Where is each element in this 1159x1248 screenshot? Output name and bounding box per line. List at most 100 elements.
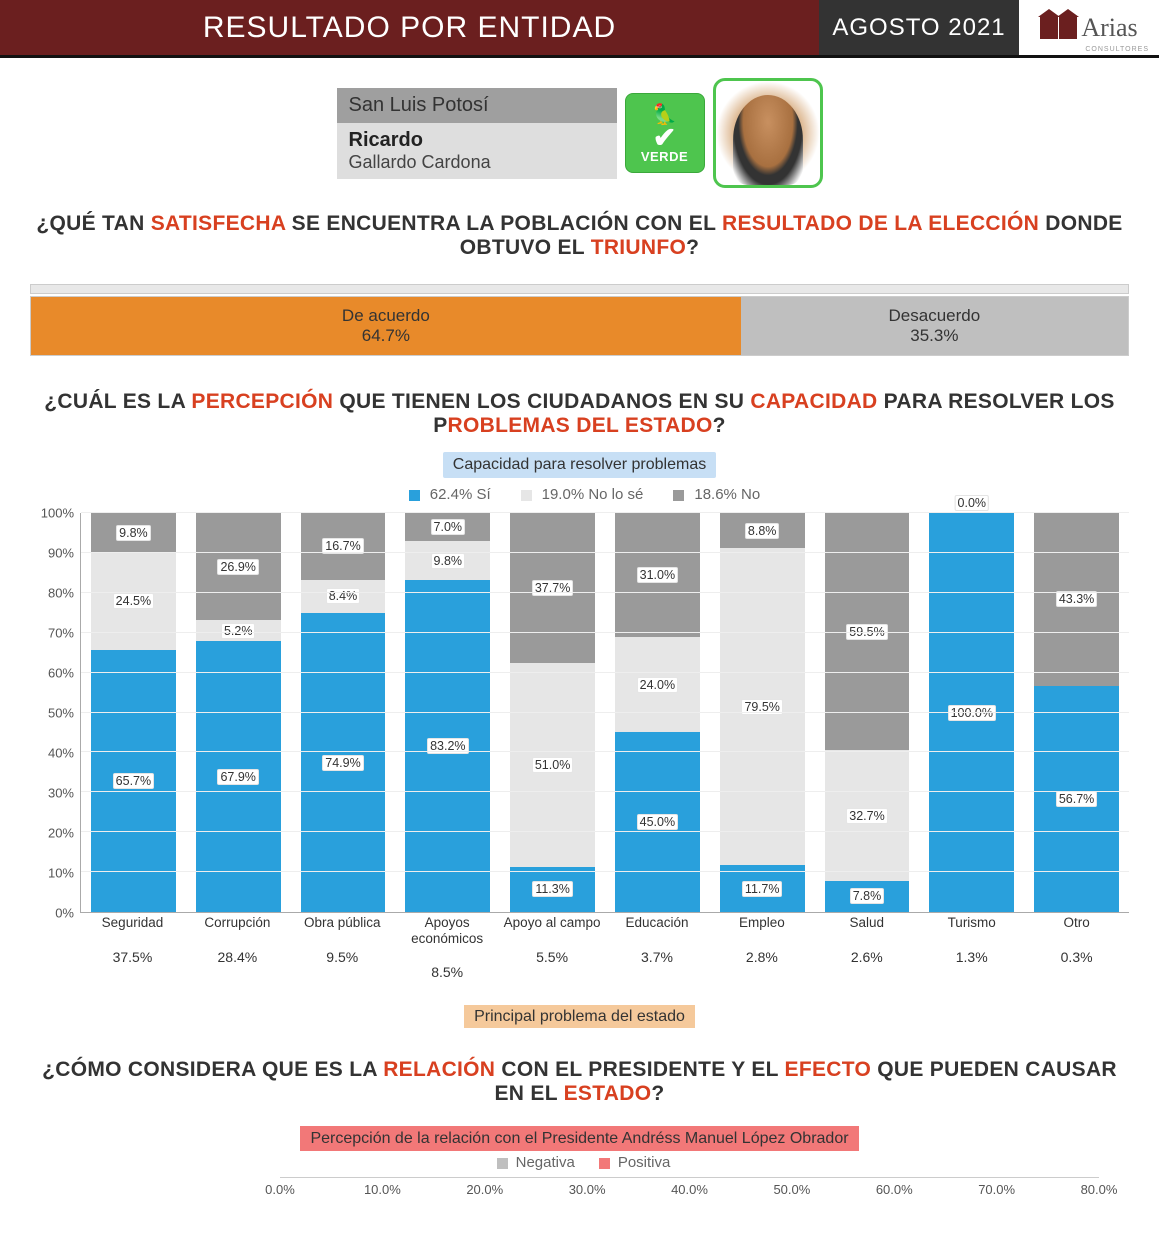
bar-segment: 100.0%: [929, 513, 1014, 912]
header-bar: RESULTADO POR ENTIDAD AGOSTO 2021 Arias …: [0, 0, 1159, 58]
header-title: RESULTADO POR ENTIDAD: [203, 11, 616, 45]
bar-column: 67.9%5.2%26.9%: [186, 513, 291, 912]
header-date: AGOSTO 2021: [832, 14, 1005, 42]
y-tick: 20%: [48, 826, 74, 841]
bar-segment: 7.0%: [405, 513, 490, 541]
segment-label: 26.9%: [217, 559, 258, 575]
brand-logo: Arias CONSULTORES: [1019, 0, 1159, 55]
bar-segment: 37.7%: [510, 513, 595, 663]
segment-label: 45.0%: [637, 814, 678, 830]
y-tick: 80%: [48, 586, 74, 601]
y-tick: 50%: [48, 706, 74, 721]
legend-item: Positiva: [591, 1154, 671, 1171]
relation-section: Percepción de la relación con el Preside…: [30, 1130, 1129, 1207]
bar-segment: 56.7%: [1034, 686, 1119, 912]
brand-name: Arias: [1081, 13, 1137, 43]
y-tick: 10%: [48, 866, 74, 881]
check-icon: ✔: [653, 127, 676, 149]
x-label: Apoyo al campo5.5%: [500, 915, 605, 980]
x-label: Empleo2.8%: [709, 915, 814, 980]
bar-column: 56.7%0.0%43.3%: [1024, 513, 1129, 912]
satisfaction-disagree: Desacuerdo35.3%: [741, 297, 1128, 355]
segment-label: 9.8%: [431, 553, 466, 569]
bar-segment: 79.5%: [720, 548, 805, 865]
segment-label: 24.0%: [637, 677, 678, 693]
relation-title: Percepción de la relación con el Preside…: [300, 1126, 858, 1151]
bar-segment: 83.2%: [405, 580, 490, 912]
segment-label: 56.7%: [1056, 791, 1097, 807]
y-tick: 30%: [48, 786, 74, 801]
x-label: Seguridad37.5%: [80, 915, 185, 980]
x-label: Educación3.7%: [605, 915, 710, 980]
bar-segment: 9.8%: [405, 541, 490, 580]
logo-arrows-icon: [1040, 17, 1077, 39]
x-label: Salud2.6%: [814, 915, 919, 980]
x-label: Obra pública9.5%: [290, 915, 395, 980]
segment-label: 9.8%: [116, 525, 151, 541]
x-label: Corrupción28.4%: [185, 915, 290, 980]
segment-label: 65.7%: [113, 773, 154, 789]
satisfaction-agree: De acuerdo64.7%: [31, 297, 741, 355]
segment-label: 43.3%: [1056, 591, 1097, 607]
x-tick: 60.0%: [876, 1182, 913, 1197]
bar-segment: 26.9%: [196, 513, 281, 620]
bar-segment: 16.7%: [301, 513, 386, 580]
bar-segment: 11.7%: [720, 865, 805, 912]
legend-item: Negativa: [489, 1154, 575, 1171]
capacity-section: Capacidad para resolver problemas 62.4% …: [30, 452, 1129, 1026]
segment-label: 51.0%: [532, 757, 573, 773]
bar-segment: 45.0%: [615, 732, 700, 912]
y-tick: 60%: [48, 666, 74, 681]
bar-segment: 8.4%: [301, 580, 386, 614]
question-2: ¿CUÁL ES LA PERCEPCIÓN QUE TIENEN LOS CI…: [0, 376, 1159, 452]
capacity-chart: 0%10%20%30%40%50%60%70%80%90%100% 65.7%2…: [80, 513, 1129, 953]
bar-segment: 31.0%: [615, 513, 700, 637]
x-tick: 10.0%: [364, 1182, 401, 1197]
bar-column: 45.0% 24.0% 31.0%: [605, 513, 710, 912]
segment-label: 0.0%: [955, 495, 990, 511]
segment-label: 37.7%: [532, 580, 573, 596]
segment-label: 74.9%: [322, 755, 363, 771]
x-tick: 30.0%: [569, 1182, 606, 1197]
segment-label: 11.7%: [742, 881, 783, 897]
profile-row: San Luis Potosí Ricardo Gallardo Cardona…: [0, 58, 1159, 198]
x-tick: 20.0%: [466, 1182, 503, 1197]
bar-segment: 43.3%: [1034, 513, 1119, 686]
bar-column: 11.7% 79.5% 8.8%: [710, 513, 815, 912]
bar-column: 74.9% 8.4%16.7%: [291, 513, 396, 912]
y-tick: 100%: [41, 506, 74, 521]
bar-segment: 74.9%: [301, 613, 386, 912]
x-label: Otro0.3%: [1024, 915, 1129, 980]
bar-segment: 51.0%: [510, 663, 595, 866]
profile-info: San Luis Potosí Ricardo Gallardo Cardona: [337, 88, 617, 179]
bar-column: 100.0%0.0%0.0%: [919, 513, 1024, 912]
satisfaction-chart: De acuerdo64.7%Desacuerdo35.3%: [30, 284, 1129, 356]
segment-label: 100.0%: [948, 705, 996, 721]
bar-column: 11.3% 51.0% 37.7%: [500, 513, 605, 912]
bar-column: 7.8%32.7%59.5%: [815, 513, 920, 912]
x-tick: 80.0%: [1081, 1182, 1118, 1197]
portrait-photo: [713, 78, 823, 188]
bar-segment: 8.8%: [720, 513, 805, 548]
x-tick: 40.0%: [671, 1182, 708, 1197]
segment-label: 24.5%: [113, 593, 154, 609]
y-tick: 40%: [48, 746, 74, 761]
legend-item: 19.0% No lo sé: [511, 486, 644, 503]
bar-segment: 24.5%: [91, 552, 176, 650]
bar-segment: 32.7%: [825, 750, 910, 880]
bar-segment: 9.8%: [91, 513, 176, 552]
segment-label: 67.9%: [217, 769, 258, 785]
x-label: Turismo1.3%: [919, 915, 1024, 980]
y-tick: 0%: [55, 906, 74, 921]
bar-segment: 65.7%: [91, 650, 176, 912]
y-tick: 70%: [48, 626, 74, 641]
segment-label: 31.0%: [637, 567, 678, 583]
x-tick: 50.0%: [773, 1182, 810, 1197]
relation-legend: Negativa Positiva: [30, 1154, 1129, 1171]
brand-sub: CONSULTORES: [1085, 46, 1149, 53]
problem-title: Principal problema del estado: [30, 1008, 1129, 1026]
question-3: ¿CÓMO CONSIDERA QUE ES LA RELACIÓN CON E…: [0, 1044, 1159, 1120]
segment-label: 8.8%: [745, 523, 780, 539]
bar-segment: 11.3%: [510, 867, 595, 912]
party-badge: 🦜 ✔ VERDE: [625, 93, 705, 173]
